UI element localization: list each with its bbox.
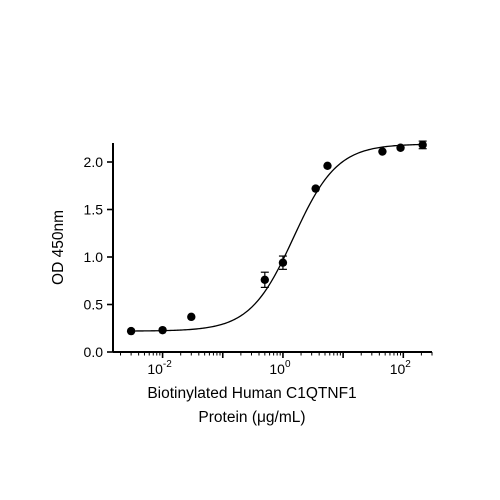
data-point	[311, 184, 320, 193]
y-axis-title: OD 450nm	[50, 210, 67, 285]
y-tick-label: 2.0	[84, 154, 104, 170]
x-tick-label: 100	[269, 359, 291, 377]
x-tick-base: 10	[147, 361, 163, 377]
x-axis-title-line: Protein (μg/mL)	[198, 409, 305, 426]
fit-curve	[131, 143, 423, 332]
data-point	[418, 140, 427, 150]
x-tick-label: 10-2	[147, 359, 172, 377]
x-tick-label: 102	[390, 359, 412, 377]
data-point	[323, 161, 332, 170]
x-tick-exponent: 2	[405, 359, 411, 370]
x-axis: 10-2 100 102	[113, 351, 433, 377]
y-tick-label: 0.5	[84, 297, 104, 313]
fit-curve-group	[131, 143, 423, 332]
y-tick-label: 1.5	[84, 202, 104, 218]
y-axis: 0.0 0.5 1.0 1.5 2.0	[84, 143, 114, 360]
x-tick-exponent: -2	[163, 359, 172, 370]
data-point	[260, 275, 270, 284]
data-point	[278, 258, 288, 267]
data-point	[158, 325, 167, 335]
data-point	[396, 143, 405, 152]
axis-titles: OD 450nm Biotinylated Human C1QTNF1 Protei…	[50, 210, 357, 426]
y-tick-label: 0.0	[84, 344, 104, 360]
data-point	[187, 312, 196, 322]
data-points	[126, 140, 427, 336]
data-point	[378, 147, 387, 156]
y-tick-label: 1.0	[84, 249, 104, 265]
x-tick-exponent: 0	[285, 359, 291, 370]
data-point	[126, 326, 136, 336]
x-tick-base: 10	[269, 361, 285, 377]
x-tick-base: 10	[390, 361, 406, 377]
x-axis-title-line: Biotinylated Human C1QTNF1	[147, 385, 356, 402]
